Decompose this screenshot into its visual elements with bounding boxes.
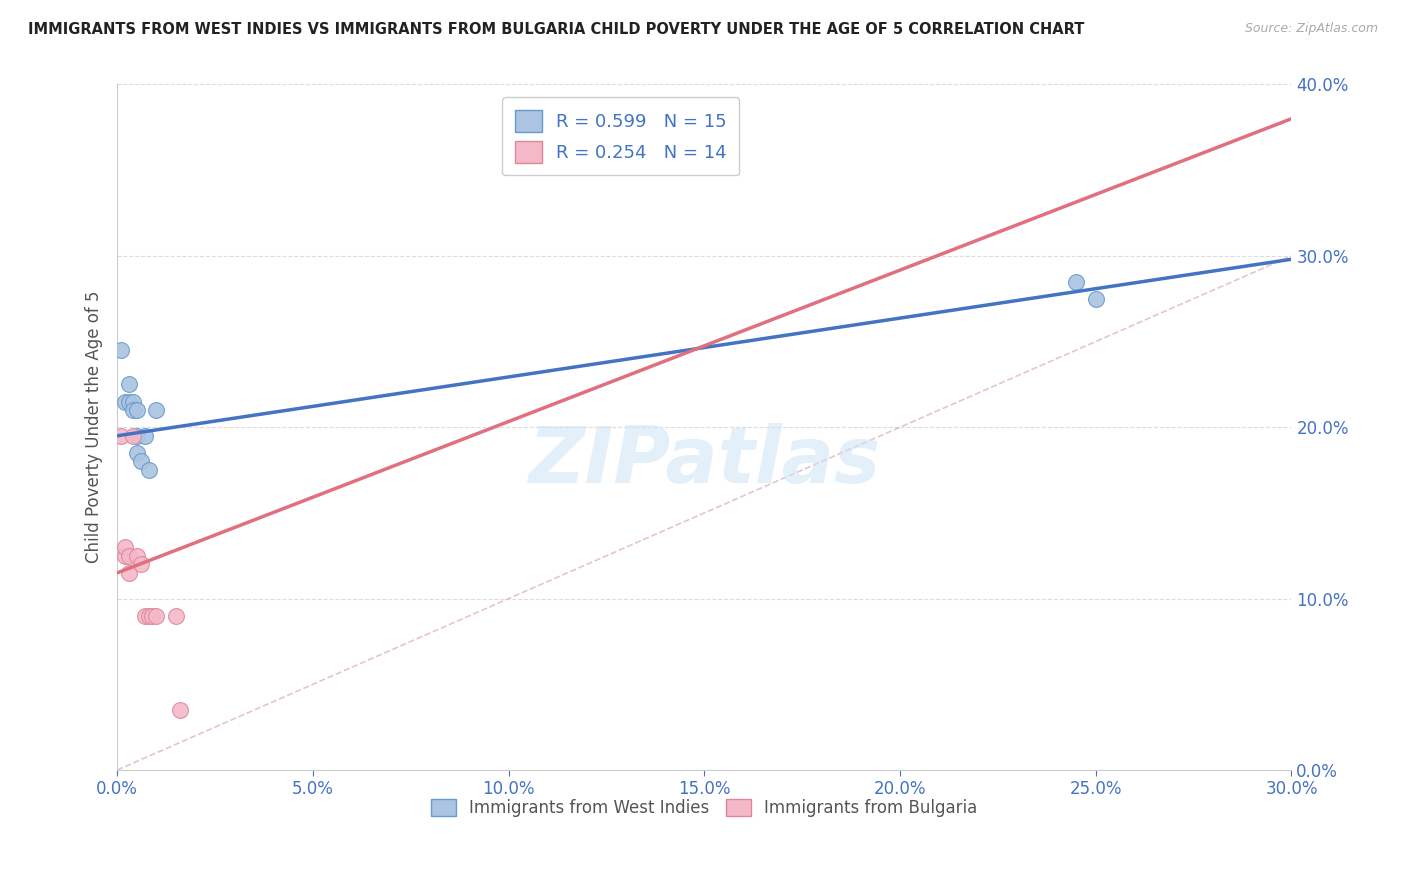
Point	[1064, 275, 1087, 289]
Point	[134, 429, 156, 443]
Point	[110, 429, 132, 443]
Point	[125, 429, 148, 443]
Point	[121, 429, 143, 443]
Point	[118, 566, 141, 580]
Point	[169, 703, 191, 717]
Point	[138, 463, 160, 477]
Text: ZIPatlas: ZIPatlas	[529, 424, 880, 500]
Point	[110, 343, 132, 357]
Point	[145, 608, 167, 623]
Point	[118, 394, 141, 409]
Point	[125, 446, 148, 460]
Point	[1084, 292, 1107, 306]
Point	[129, 558, 152, 572]
Point	[125, 549, 148, 563]
Point	[141, 608, 163, 623]
Point	[165, 608, 187, 623]
Y-axis label: Child Poverty Under the Age of 5: Child Poverty Under the Age of 5	[86, 291, 103, 564]
Point	[125, 403, 148, 417]
Point	[114, 540, 136, 554]
Text: Source: ZipAtlas.com: Source: ZipAtlas.com	[1244, 22, 1378, 36]
Point	[145, 403, 167, 417]
Point	[129, 454, 152, 468]
Point	[114, 549, 136, 563]
Text: IMMIGRANTS FROM WEST INDIES VS IMMIGRANTS FROM BULGARIA CHILD POVERTY UNDER THE : IMMIGRANTS FROM WEST INDIES VS IMMIGRANT…	[28, 22, 1084, 37]
Point	[121, 394, 143, 409]
Point	[114, 394, 136, 409]
Point	[138, 608, 160, 623]
Point	[118, 377, 141, 392]
Point	[134, 608, 156, 623]
Point	[121, 403, 143, 417]
Point	[118, 549, 141, 563]
Legend: Immigrants from West Indies, Immigrants from Bulgaria: Immigrants from West Indies, Immigrants …	[425, 792, 984, 823]
